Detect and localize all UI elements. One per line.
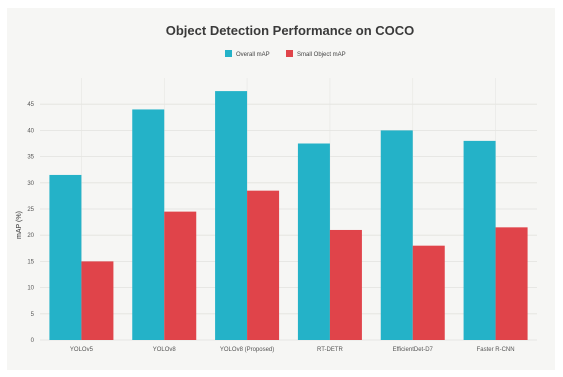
x-tick-label: RT-DETR xyxy=(317,347,344,353)
bar-overall-map-3 xyxy=(297,143,330,340)
bar-small-object-map-0 xyxy=(81,261,114,340)
y-tick-label: 20 xyxy=(27,233,34,239)
x-tick-label: YOLOv8 xyxy=(153,347,177,353)
legend-swatch xyxy=(286,50,293,57)
bars xyxy=(49,91,528,340)
chart-title: Object Detection Performance on COCO xyxy=(166,23,415,38)
y-tick-label: 45 xyxy=(27,102,34,108)
y-axis-label: mAP (%) xyxy=(16,211,23,239)
bar-overall-map-4 xyxy=(380,130,413,340)
legend-swatch xyxy=(225,50,232,57)
y-tick-label: 0 xyxy=(31,338,35,344)
bar-chart: Object Detection Performance on COCO Ove… xyxy=(16,23,537,353)
bar-small-object-map-3 xyxy=(329,229,362,340)
gridlines xyxy=(40,78,537,341)
y-axis-ticks: 0 5 10 15 20 25 30 35 40 45 xyxy=(27,102,34,344)
y-tick-label: 25 xyxy=(27,207,34,213)
y-tick-label: 30 xyxy=(27,181,34,187)
y-tick-label: 15 xyxy=(27,259,34,265)
y-tick-label: 5 xyxy=(31,312,35,318)
legend: Overall mAP Small Object mAP xyxy=(225,50,346,58)
bar-overall-map-1 xyxy=(132,109,165,340)
x-tick-label: YOLOv5 xyxy=(70,347,94,353)
y-tick-label: 10 xyxy=(27,286,34,292)
bar-small-object-map-5 xyxy=(495,227,528,340)
bar-small-object-map-1 xyxy=(164,211,197,340)
legend-label: Overall mAP xyxy=(236,52,270,58)
x-tick-label: Faster R-CNN xyxy=(477,347,515,353)
y-tick-label: 35 xyxy=(27,155,34,161)
y-tick-label: 40 xyxy=(27,128,34,134)
bar-overall-map-0 xyxy=(49,174,82,340)
x-axis-ticks: YOLOv5 YOLOv8 YOLOv8 (Proposed) RT-DETR Effi… xyxy=(70,347,515,353)
x-tick-label: YOLOv8 (Proposed) xyxy=(220,347,274,353)
x-tick-label: EfficientDet-D7 xyxy=(393,347,434,353)
bar-small-object-map-2 xyxy=(247,190,280,340)
bar-overall-map-2 xyxy=(215,91,248,340)
bar-small-object-map-4 xyxy=(412,245,445,340)
chart-panel: Object Detection Performance on COCO Ove… xyxy=(7,8,555,370)
legend-label: Small Object mAP xyxy=(297,52,346,58)
bar-overall-map-5 xyxy=(463,140,496,340)
